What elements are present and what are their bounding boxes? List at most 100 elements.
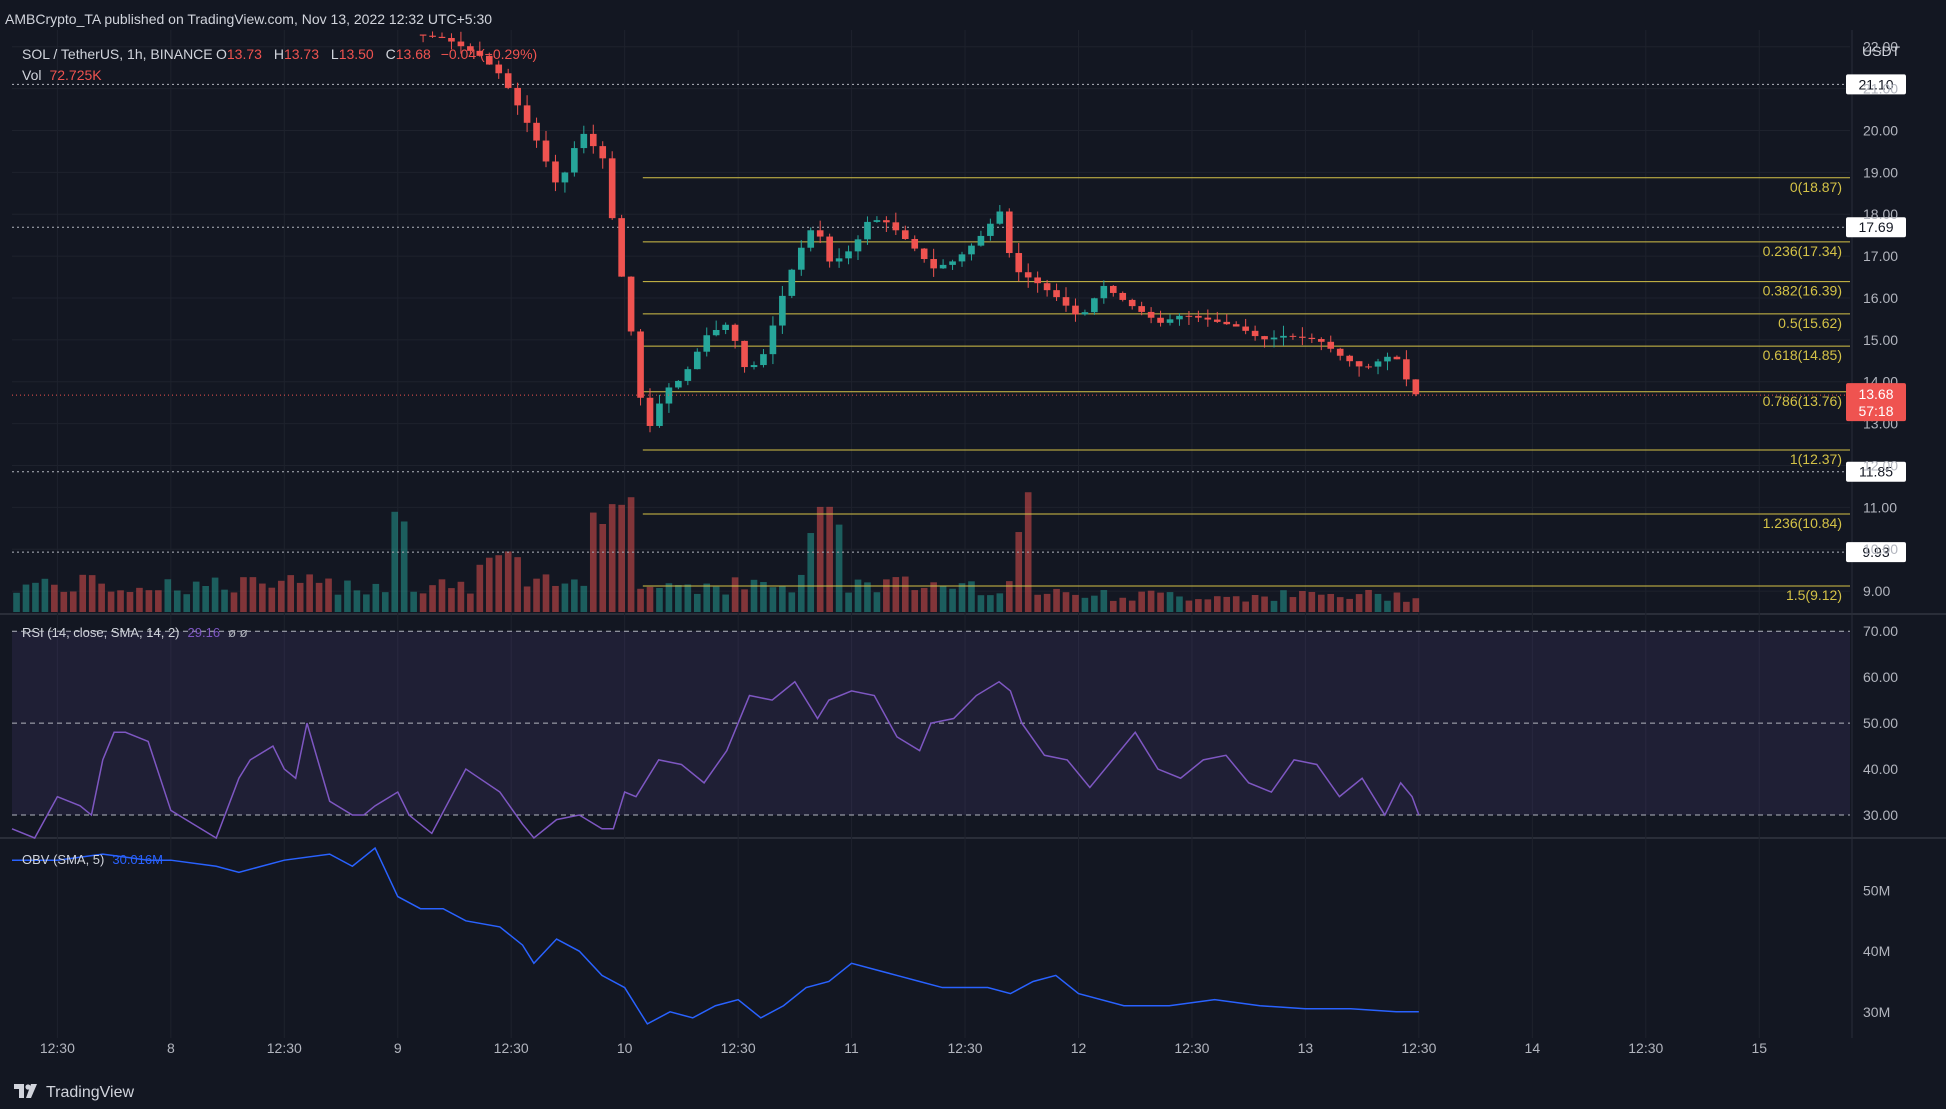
obv-tick-label: 50M: [1863, 883, 1890, 899]
candle-body: [892, 222, 900, 231]
obv-title: OBV (SMA, 5): [22, 852, 104, 867]
volume-bar: [816, 506, 824, 612]
volume-bar: [202, 585, 209, 612]
candle-body: [1327, 341, 1335, 349]
volume-bar: [1138, 591, 1145, 612]
candle-body: [1412, 379, 1420, 395]
tradingview-logo-icon[interactable]: [14, 1083, 40, 1103]
volume-bar: [968, 581, 975, 612]
price-tick-label: 20.00: [1863, 122, 1898, 138]
h-value: 13.73: [284, 46, 319, 62]
candle-body: [448, 38, 455, 42]
fib-retracement[interactable]: 0(18.87) 0.236(17.34) 0.382(16.39) 0.5(15.6…: [642, 177, 1850, 603]
volume-bar: [230, 592, 238, 612]
volume-bar: [381, 592, 389, 612]
volume-bar: [155, 590, 162, 612]
obv-tick-label: 30M: [1863, 1004, 1890, 1020]
volume-bar: [731, 577, 739, 612]
candle-body: [589, 133, 597, 147]
fib-level-label: 0.382(16.39): [1763, 283, 1842, 299]
volume-bar: [353, 590, 361, 612]
level-tag: [1846, 217, 1906, 238]
volume-bar: [1109, 600, 1117, 612]
volume-bar: [98, 583, 105, 612]
volume-bar: [722, 594, 729, 612]
rsi-pane: 30.00 40.00 50.00 60.00 70.00: [11, 623, 1898, 840]
candle-body: [684, 369, 692, 381]
candle-body: [835, 258, 843, 262]
level-value: 21.10: [1858, 76, 1893, 92]
volume-bar: [1213, 596, 1221, 612]
time-tick-label: 11: [844, 1040, 859, 1056]
vol-label: Vol: [22, 67, 41, 83]
symbol-legend[interactable]: SOL / TetherUS, 1h, BINANCE: [22, 46, 213, 62]
volume-bar: [883, 579, 890, 612]
candle-body: [599, 146, 607, 159]
volume-bar: [939, 585, 947, 612]
candle-body: [987, 223, 994, 236]
price-tick-label: 11.00: [1863, 499, 1897, 515]
countdown-value: 57:18: [1858, 403, 1893, 419]
candle-body: [533, 122, 540, 141]
volume-bar: [1299, 590, 1306, 612]
volume-bar: [306, 574, 313, 612]
rsi-tick-label: 40.00: [1863, 761, 1898, 777]
volume-bar: [835, 524, 843, 612]
volume-bar: [173, 590, 181, 612]
volume-bar: [873, 592, 881, 612]
candle-body: [1336, 348, 1344, 356]
time-tick-label: 12:30: [267, 1040, 302, 1056]
volume-bar: [1289, 597, 1297, 612]
candle-body: [1270, 337, 1278, 340]
volume-bar: [344, 580, 351, 612]
volume-bar: [467, 593, 474, 612]
candle-body: [1062, 297, 1070, 306]
volume-bar: [523, 586, 531, 612]
volume-bar: [1393, 592, 1401, 612]
volume-bar: [1053, 588, 1060, 612]
rsi-tick-label: 50.00: [1863, 715, 1898, 731]
volume-bar: [892, 577, 900, 612]
candle-body: [561, 172, 569, 183]
price-tick-label: 10.00: [1863, 541, 1898, 557]
volume-bar: [514, 557, 521, 612]
candle-body: [1232, 324, 1240, 327]
volume-bar: [1128, 600, 1136, 612]
volume-bar: [372, 583, 380, 612]
volume-bar: [797, 574, 805, 612]
volume-bar: [126, 591, 134, 612]
brand-name[interactable]: TradingView: [46, 1083, 135, 1101]
candle-body: [854, 239, 862, 252]
volume-bar: [136, 587, 143, 612]
candle-body: [741, 340, 748, 368]
volume-bar: [240, 577, 247, 612]
axes: 9.0010.0011.0012.0013.0014.0015.0016.001…: [12, 39, 1906, 1056]
candle-body: [514, 87, 521, 106]
fib-level-label: 0(18.87): [1790, 179, 1842, 195]
candle-body: [1403, 359, 1410, 380]
volume-bar: [580, 585, 588, 612]
candle-body: [779, 295, 786, 326]
candle-body: [429, 35, 436, 37]
volume-bar: [69, 591, 77, 612]
candle-body: [1128, 299, 1136, 307]
volume-bar: [779, 586, 786, 612]
volume-bar: [712, 586, 720, 612]
candle-body: [1223, 321, 1231, 325]
volume-bar: [221, 589, 228, 612]
candle-body: [1176, 315, 1183, 320]
candle-body: [476, 50, 484, 56]
rsi-line: [11, 680, 1420, 840]
candle-body: [845, 251, 852, 259]
volume-bar: [788, 592, 796, 612]
obv-pane: 30M 40M 50M: [12, 846, 1890, 1025]
volume-bar: [1336, 597, 1344, 612]
volume-bar: [1280, 590, 1287, 612]
candle-body: [864, 221, 871, 240]
chart-canvas[interactable]: 21.10 17.69 11.85 9.93 0(18.87) 0.236(17.34)…: [0, 0, 1946, 1076]
fib-level-label: 1.236(10.84): [1763, 515, 1842, 531]
candle-body: [1308, 337, 1316, 340]
candle-body: [523, 105, 531, 123]
volume-bar: [949, 588, 956, 612]
volume-bar: [637, 588, 644, 612]
